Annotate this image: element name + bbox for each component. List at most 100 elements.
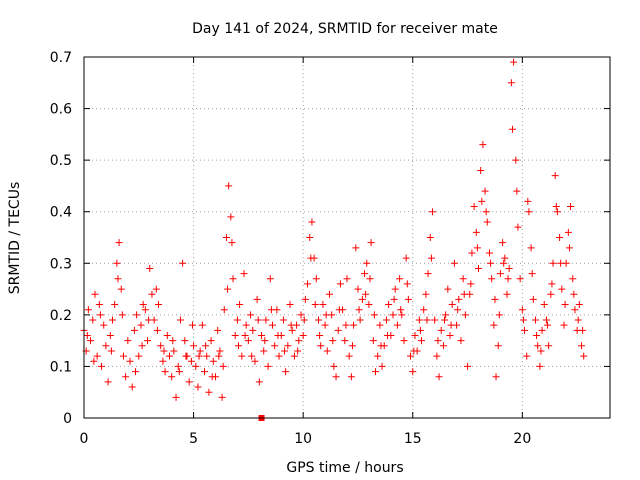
data-point: [104, 378, 112, 386]
data-point: [122, 373, 130, 381]
data-point: [575, 301, 583, 309]
data-point: [428, 208, 436, 216]
data-point: [508, 125, 516, 133]
chart-title: Day 141 of 2024, SRMTID for receiver mat…: [192, 21, 498, 37]
data-point: [446, 331, 454, 339]
data-point: [556, 234, 564, 241]
data-point: [267, 306, 275, 314]
data-point: [165, 352, 173, 360]
data-point: [290, 352, 298, 360]
data-point: [384, 331, 392, 339]
data-point: [264, 362, 272, 370]
data-point: [361, 270, 369, 278]
x-tick-label: 10: [294, 431, 312, 447]
data-point: [528, 270, 536, 278]
data-point: [424, 270, 432, 278]
data-point: [174, 362, 182, 370]
data-point: [354, 285, 362, 293]
data-point: [500, 259, 508, 267]
data-point: [271, 342, 279, 350]
data-point: [172, 393, 180, 401]
data-point: [499, 239, 507, 247]
data-point: [492, 373, 500, 381]
data-point: [130, 326, 138, 334]
data-point: [316, 331, 324, 339]
data-point: [527, 244, 535, 252]
data-point: [507, 79, 515, 87]
data-point: [391, 285, 399, 293]
data-point: [479, 141, 487, 149]
data-point: [124, 337, 132, 345]
data-point: [371, 368, 379, 376]
data-point: [362, 290, 370, 298]
data-point: [182, 352, 190, 360]
data-point: [482, 208, 490, 216]
axis-ticks: 0 0.1 0.2 0.3 0.4 0.5 0.6 0.7 0 5 10 15 20: [50, 50, 610, 447]
data-point: [128, 383, 136, 391]
data-point: [100, 321, 108, 329]
data-point: [545, 342, 553, 350]
data-point: [322, 311, 330, 319]
data-point: [209, 357, 217, 365]
data-point: [444, 285, 452, 293]
data-point: [160, 347, 168, 355]
data-point: [402, 254, 410, 262]
data-point: [488, 275, 496, 283]
data-point: [504, 275, 512, 283]
data-point: [299, 331, 307, 339]
data-point: [382, 316, 390, 324]
data-point: [531, 316, 539, 324]
data-point: [284, 342, 292, 350]
data-point: [126, 357, 134, 365]
data-point: [286, 301, 294, 309]
data-point: [170, 347, 178, 355]
data-point: [274, 331, 282, 339]
data-point: [470, 203, 478, 211]
data-point: [342, 321, 350, 329]
data-point: [561, 301, 569, 309]
data-point: [529, 295, 537, 303]
data-point: [238, 352, 246, 360]
data-point: [175, 368, 183, 376]
data-point: [439, 342, 447, 350]
data-point: [161, 368, 169, 376]
data-point: [240, 270, 248, 278]
data-point: [288, 326, 296, 334]
data-point: [187, 357, 195, 365]
data-point: [403, 280, 411, 288]
data-point: [475, 264, 482, 272]
data-point: [195, 352, 203, 360]
data-point: [159, 357, 167, 365]
data-point: [580, 352, 588, 360]
data-point: [478, 197, 486, 205]
data-point: [262, 316, 270, 324]
data-point: [208, 373, 216, 381]
data-point: [415, 316, 423, 324]
data-point: [157, 342, 165, 350]
data-point: [185, 378, 193, 386]
data-point: [521, 326, 529, 334]
data-point: [348, 342, 356, 350]
data-point: [198, 321, 206, 329]
data-point: [355, 306, 363, 314]
data-point: [534, 342, 542, 350]
x-axis-label: GPS time / hours: [286, 460, 403, 476]
data-point: [111, 301, 119, 309]
data-point: [254, 316, 262, 324]
data-point: [525, 208, 533, 216]
data-point: [435, 373, 443, 381]
data-point: [407, 352, 415, 360]
data-point: [495, 311, 503, 319]
data-point: [169, 337, 177, 345]
data-point: [334, 326, 342, 334]
data-point: [505, 264, 513, 272]
data-point: [229, 275, 237, 283]
data-point: [503, 290, 511, 298]
data-point: [448, 301, 456, 309]
data-point: [196, 347, 204, 355]
data-point: [249, 326, 257, 334]
data-point: [433, 352, 441, 360]
data-point: [220, 306, 228, 314]
data-point: [549, 259, 557, 267]
